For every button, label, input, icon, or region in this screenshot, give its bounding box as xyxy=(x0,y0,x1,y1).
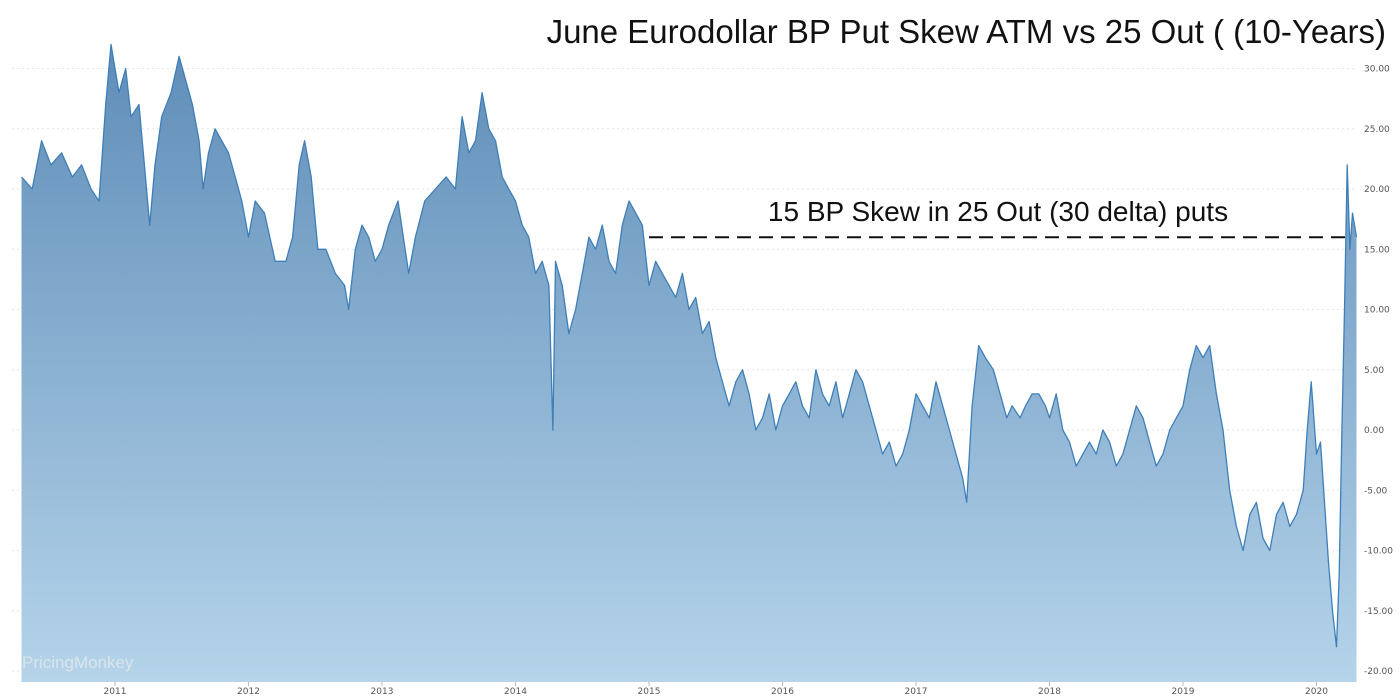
y-tick-label: 30.00 xyxy=(1364,65,1390,75)
x-tick-label: 2019 xyxy=(1172,687,1195,697)
y-tick-label: 25.00 xyxy=(1364,125,1390,135)
series-line xyxy=(21,43,1358,648)
annotation-label: 15 BP Skew in 25 Out (30 delta) puts xyxy=(768,196,1228,227)
y-tick-label: 0.00 xyxy=(1364,426,1384,436)
x-tick-label: 2013 xyxy=(371,687,394,697)
y-tick-label: 10.00 xyxy=(1364,306,1390,316)
x-tick-label: 2014 xyxy=(504,687,527,697)
y-tick-label: -5.00 xyxy=(1364,486,1388,496)
x-axis: 2011 2012 2013 2014 2015 2016 2017 2018 2019 2020 xyxy=(104,682,1328,697)
y-tick-label: -20.00 xyxy=(1364,667,1393,677)
series-area xyxy=(21,44,1357,682)
chart-title: June Eurodollar BP Put Skew ATM vs 25 Ou… xyxy=(547,13,1386,50)
x-tick-label: 2015 xyxy=(638,687,661,697)
x-tick-label: 2016 xyxy=(771,687,794,697)
x-tick-label: 2020 xyxy=(1305,687,1328,697)
y-tick-label: 15.00 xyxy=(1364,245,1390,255)
y-tick-label: 5.00 xyxy=(1364,366,1384,376)
watermark-label: PricingMonkey xyxy=(22,653,134,672)
x-tick-label: 2017 xyxy=(905,687,928,697)
y-tick-label: 20.00 xyxy=(1364,185,1390,195)
y-axis: 30.00 25.00 20.00 15.00 10.00 5.00 0.00 -5.00 -1… xyxy=(1364,65,1393,678)
x-tick-label: 2011 xyxy=(104,687,127,697)
x-tick-label: 2018 xyxy=(1038,687,1061,697)
y-tick-label: -15.00 xyxy=(1364,607,1393,617)
x-tick-label: 2012 xyxy=(237,687,260,697)
y-tick-label: -10.00 xyxy=(1364,547,1393,557)
